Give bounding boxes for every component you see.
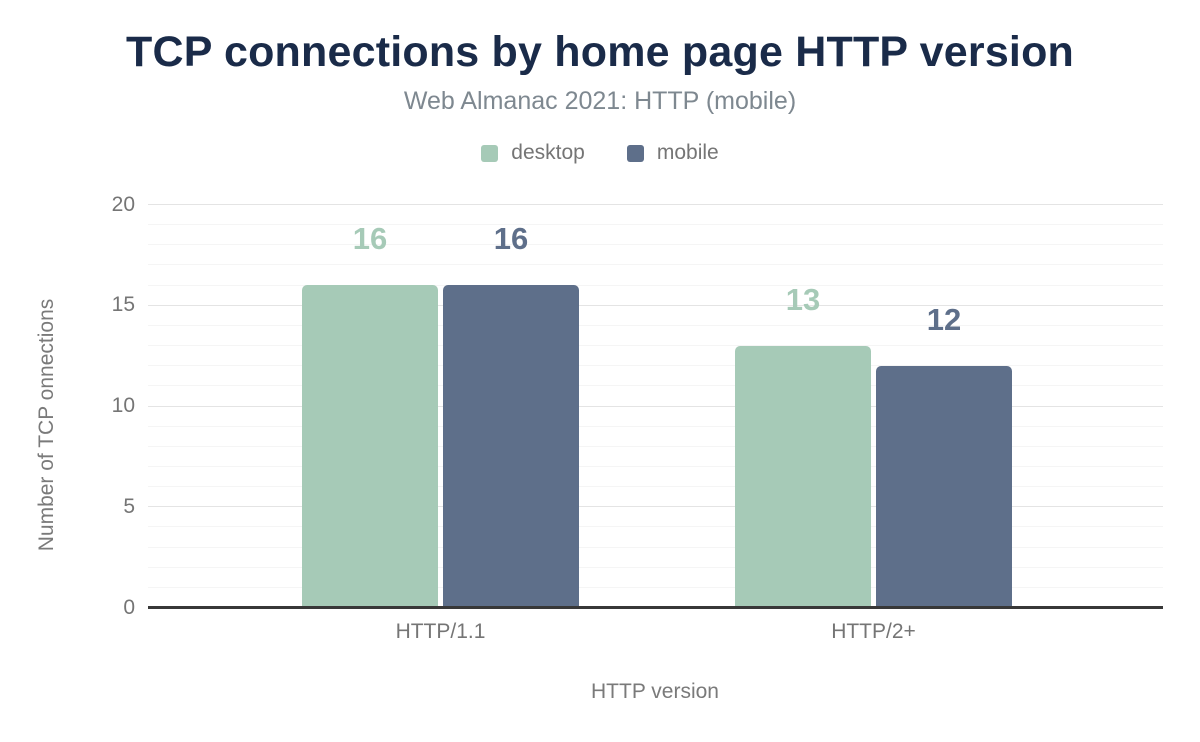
bar-desktop-HTTP/1.1[interactable] (302, 285, 438, 608)
gridline-y2 (148, 566, 1163, 568)
y-axis-title: Number of TCP onnections (35, 298, 58, 552)
gridline-y1 (148, 586, 1163, 588)
y-tick-label-20: 20 (111, 192, 135, 216)
gridline-y20 (148, 204, 1163, 205)
gridline-y19 (148, 224, 1163, 226)
x-category-label-HTTP/2+: HTTP/2+ (831, 620, 916, 643)
desktop-series-swatch-icon (481, 144, 499, 162)
gridline-y12 (148, 365, 1163, 367)
x-axis-title: HTTP version (591, 680, 719, 703)
gridline-y4 (148, 526, 1163, 528)
legend-label-desktop: desktop (511, 141, 585, 164)
y-tick-label-15: 15 (111, 293, 135, 317)
y-tick-label-10: 10 (111, 394, 135, 417)
legend-label-mobile: mobile (656, 141, 719, 164)
gridline-y15 (148, 304, 1163, 306)
gridline-y9 (148, 425, 1163, 427)
bar-mobile-HTTP/1.1[interactable] (443, 285, 579, 608)
bar-desktop-HTTP/2+[interactable] (735, 345, 871, 608)
y-tick-label-5: 5 (123, 494, 135, 518)
gridline-y6 (148, 486, 1163, 488)
gridline-y17 (148, 264, 1163, 266)
gridline-y14 (148, 324, 1163, 326)
value-label-desktop-HTTP/2+: 13 (785, 281, 821, 317)
bar-mobile-HTTP/2+[interactable] (876, 365, 1012, 608)
x-axis-line (148, 606, 1163, 609)
gridline-y13 (148, 345, 1163, 347)
gridline-y10 (148, 405, 1163, 407)
gridline-y5 (148, 506, 1163, 508)
gridline-y11 (148, 385, 1163, 387)
gridline-y8 (148, 445, 1163, 447)
legend: desktop mobile (0, 139, 1200, 167)
value-label-mobile-HTTP/2+: 12 (926, 301, 962, 337)
mobile-series-swatch-icon (626, 144, 644, 162)
x-category-label-HTTP/1.1: HTTP/1.1 (395, 620, 486, 643)
y-tick-label-0: 0 (123, 595, 135, 619)
value-label-desktop-HTTP/1.1: 16 (352, 221, 388, 257)
gridline-y18 (148, 244, 1163, 246)
chart-subtitle: Web Almanac 2021: HTTP (mobile) (403, 87, 797, 115)
value-label-mobile-HTTP/1.1: 16 (493, 221, 529, 257)
gridline-y7 (148, 465, 1163, 467)
chart-title: TCP connections by home page HTTP versio… (125, 28, 1075, 76)
legend-item-mobile[interactable]: mobile (626, 141, 719, 165)
gridline-y3 (148, 546, 1163, 548)
legend-item-desktop[interactable]: desktop (481, 141, 585, 165)
gridline-y16 (148, 284, 1163, 286)
